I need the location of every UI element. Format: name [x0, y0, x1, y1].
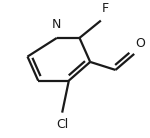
Text: F: F [102, 2, 109, 15]
Text: N: N [51, 18, 61, 31]
Text: Cl: Cl [56, 118, 68, 131]
Text: O: O [135, 37, 145, 50]
